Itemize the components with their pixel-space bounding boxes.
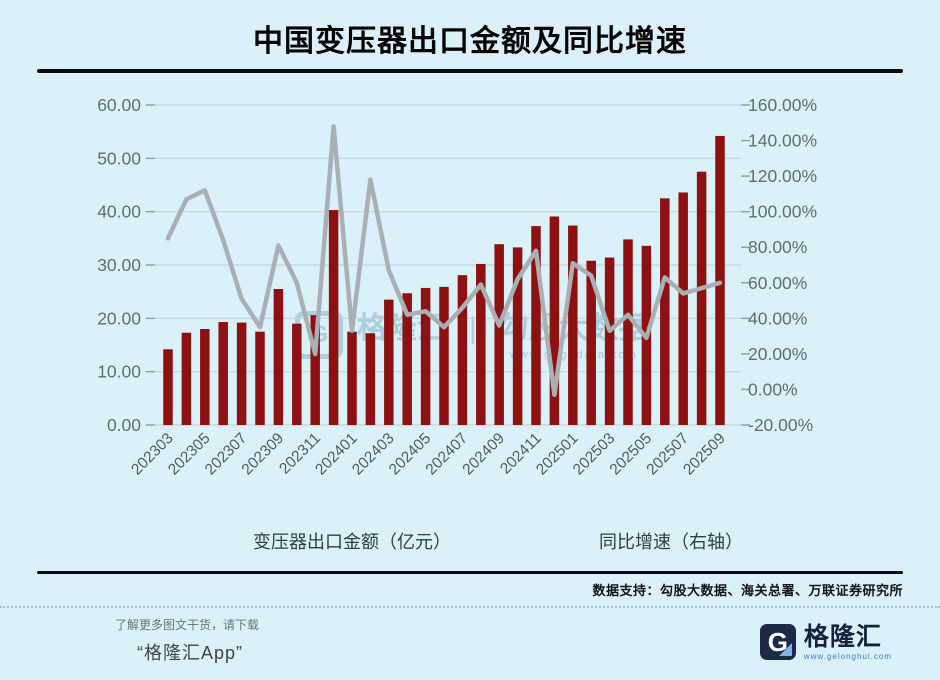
bar bbox=[384, 299, 394, 425]
data-credit: 数据支持：勾股大数据、海关总署、万联证券研究所 bbox=[592, 583, 903, 598]
bar bbox=[200, 329, 210, 425]
bar bbox=[604, 257, 615, 425]
dotted-divider bbox=[0, 606, 940, 608]
left-axis-tick-label: 20.00 bbox=[97, 308, 141, 328]
logo-brand-text: 格隆汇 bbox=[803, 623, 882, 651]
bar bbox=[347, 331, 357, 425]
line-swatch-icon bbox=[543, 539, 589, 544]
bar bbox=[678, 192, 688, 425]
bars-series bbox=[163, 135, 725, 425]
bar bbox=[494, 244, 504, 425]
watermark-separator: | bbox=[469, 312, 477, 345]
bar bbox=[476, 263, 486, 425]
right-axis-tick-label: 0.00% bbox=[748, 379, 798, 399]
bar bbox=[402, 293, 412, 425]
bar bbox=[457, 275, 468, 425]
bar bbox=[236, 322, 247, 425]
right-axis-tick-label: 100.00% bbox=[748, 202, 817, 222]
chart-area: G 格隆汇 | 勾股大数据 www.gugudata.com 0.0010.00… bbox=[0, 85, 940, 520]
bar bbox=[292, 323, 302, 425]
logo-arrow-icon bbox=[778, 643, 792, 656]
legend-bar-label: 变压器出口金额（亿元） bbox=[253, 532, 451, 552]
right-axis-labels: -20.00% 0.00% 20.00% 40.00% 60.00% 80.00% 100.… bbox=[748, 95, 817, 435]
right-axis-tick-label: 160.00% bbox=[748, 95, 817, 115]
bar bbox=[512, 247, 523, 425]
bar bbox=[531, 226, 541, 425]
left-axis-tick-label: 0.00 bbox=[107, 415, 141, 435]
bar bbox=[310, 315, 320, 425]
bar bbox=[660, 198, 670, 425]
x-axis-tick-label: 202409 bbox=[459, 430, 508, 479]
bar bbox=[568, 225, 578, 425]
left-axis-tick-label: 10.00 bbox=[97, 362, 141, 382]
legend-item-bars: 变压器出口金额（亿元） bbox=[197, 528, 451, 554]
yoy-line bbox=[165, 124, 723, 398]
bar bbox=[696, 171, 707, 425]
bar bbox=[365, 333, 376, 425]
bar bbox=[163, 349, 173, 425]
right-axis-tick-label: 20.00% bbox=[748, 344, 807, 364]
top-divider bbox=[37, 69, 903, 73]
legend: 变压器出口金额（亿元） 同比增速（右轴） bbox=[0, 528, 940, 554]
right-axis-tick-label: -20.00% bbox=[748, 415, 813, 435]
gelonghui-logo: G 格隆汇 www.gelonghui.com bbox=[759, 623, 892, 661]
promo-line1: 了解更多图文干货，请下载 bbox=[115, 618, 260, 632]
right-axis-tick-label: 60.00% bbox=[748, 273, 807, 293]
right-axis-tick-label: 120.00% bbox=[748, 166, 817, 186]
bar bbox=[715, 135, 725, 425]
bar bbox=[273, 289, 284, 425]
bottom-divider bbox=[37, 571, 903, 574]
chart-svg: 0.00 10.00 20.00 30.00 40.00 50.00 60.00 -20.00… bbox=[97, 95, 817, 479]
bar bbox=[623, 239, 633, 425]
legend-line-label: 同比增速（右轴） bbox=[599, 532, 743, 552]
logo-website-url: www.gelonghui.com bbox=[803, 652, 892, 661]
left-axis-tick-label: 60.00 bbox=[97, 95, 141, 115]
bar bbox=[439, 286, 449, 425]
left-axis-tick-label: 30.00 bbox=[97, 255, 141, 275]
chart-title: 中国变压器出口金额及同比增速 bbox=[253, 25, 687, 58]
legend-item-line: 同比增速（右轴） bbox=[543, 528, 743, 554]
bar bbox=[549, 216, 560, 425]
promo-text: 了解更多图文干货，请下载 “格隆汇App” bbox=[115, 616, 259, 665]
right-axis-tick-label: 40.00% bbox=[748, 308, 807, 328]
bar bbox=[328, 210, 339, 425]
left-axis-labels: 0.00 10.00 20.00 30.00 40.00 50.00 60.00 bbox=[97, 95, 141, 435]
x-axis-tick-label: 202309 bbox=[239, 430, 288, 479]
promo-app-name: “格隆汇App” bbox=[137, 643, 244, 663]
bar bbox=[255, 331, 265, 425]
bar bbox=[420, 287, 431, 425]
x-axis-labels: 2023032023052023072023092023112024012024… bbox=[128, 430, 729, 479]
bar bbox=[218, 322, 228, 425]
x-axis-tick-label: 202509 bbox=[680, 430, 729, 479]
bar bbox=[181, 332, 192, 425]
left-axis-tick-label: 40.00 bbox=[97, 202, 141, 222]
left-axis-tick-label: 50.00 bbox=[97, 148, 141, 168]
bar-swatch-icon bbox=[197, 534, 243, 549]
right-axis-tick-label: 80.00% bbox=[748, 237, 807, 257]
bar bbox=[586, 260, 596, 425]
gelonghui-g-icon: G bbox=[759, 624, 796, 660]
right-axis-tick-label: 140.00% bbox=[748, 131, 817, 151]
